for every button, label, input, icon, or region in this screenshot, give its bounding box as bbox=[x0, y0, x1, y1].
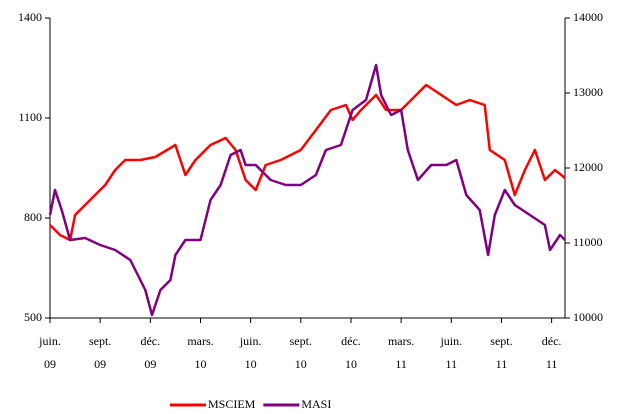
x-tick-label: déc. 10 bbox=[341, 334, 361, 371]
x-tick-label: déc. 09 bbox=[140, 334, 160, 371]
x-tick-label: juin. 11 bbox=[439, 334, 462, 371]
legend-label: MSCIEM bbox=[208, 397, 256, 411]
x-tick-label: mars. 11 bbox=[388, 334, 414, 371]
series-line bbox=[49, 83, 566, 242]
y-tick-label: 500 bbox=[24, 310, 42, 324]
y-tick-label: 800 bbox=[24, 210, 42, 224]
y-tick-label: 1400 bbox=[18, 10, 42, 24]
series-line bbox=[48, 63, 566, 317]
x-tick-label: mars. 10 bbox=[187, 334, 213, 371]
y2-tick-label: 13000 bbox=[573, 85, 603, 99]
x-tick-label: juin. 10 bbox=[239, 334, 262, 371]
y2-tick-label: 10000 bbox=[573, 310, 603, 324]
y2-tick-label: 11000 bbox=[573, 235, 603, 249]
x-tick-label: sept. 09 bbox=[89, 334, 111, 371]
y-tick-label: 1100 bbox=[18, 110, 42, 124]
y2-tick-label: 12000 bbox=[573, 160, 603, 174]
x-tick-label: juin. 09 bbox=[38, 334, 61, 371]
y2-tick-label: 14000 bbox=[573, 10, 603, 24]
x-tick-label: sept. 10 bbox=[290, 334, 312, 371]
x-tick-label: déc. 11 bbox=[542, 334, 562, 371]
x-tick-label: sept. 11 bbox=[490, 334, 512, 371]
legend-label: MASI bbox=[301, 397, 331, 411]
